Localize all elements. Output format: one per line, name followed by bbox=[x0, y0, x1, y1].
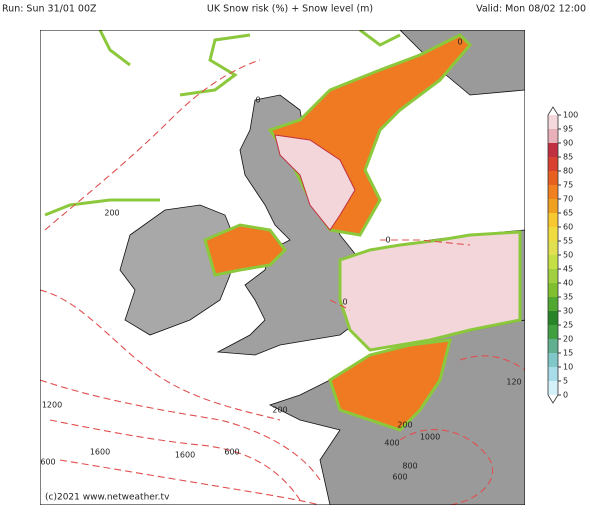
tick-label: 100 bbox=[563, 111, 578, 120]
tick-label: 60 bbox=[563, 223, 573, 232]
snow-area-pink bbox=[338, 230, 522, 352]
contour-label: 600 bbox=[392, 473, 407, 482]
tick-label: 35 bbox=[563, 293, 573, 302]
contour-label: 200 bbox=[397, 421, 412, 430]
contour-line bbox=[459, 355, 525, 371]
color-swatch bbox=[548, 227, 558, 241]
tick-label: 5 bbox=[563, 377, 568, 386]
contour-label: 600 bbox=[224, 448, 239, 457]
contour-line bbox=[40, 379, 321, 481]
color-swatch bbox=[548, 199, 558, 213]
map bbox=[40, 30, 525, 505]
contour-label: 1200 bbox=[42, 401, 62, 410]
color-swatch bbox=[548, 381, 558, 395]
contour-label: 0 bbox=[255, 96, 260, 105]
tick-label: 85 bbox=[563, 153, 573, 162]
copyright: (c)2021 www.netweather.tv bbox=[45, 493, 170, 503]
tick-label: 55 bbox=[563, 237, 573, 246]
tick-label: 25 bbox=[563, 321, 573, 330]
tick-label: 50 bbox=[563, 251, 573, 260]
snow-area-green bbox=[44, 30, 401, 217]
tick-label: 30 bbox=[563, 307, 573, 316]
color-swatch bbox=[548, 367, 558, 381]
color-swatch bbox=[548, 353, 558, 367]
contour-label: 120 bbox=[506, 378, 521, 387]
contour-label: 600 bbox=[40, 458, 55, 467]
contour-label: 0 bbox=[457, 38, 462, 47]
colorbar: 0 5 10 15 20 25 30 35 40 45 50 55 60 65 70 75 80 85 90 95 10… bbox=[547, 106, 578, 404]
color-swatch bbox=[548, 157, 558, 171]
tick-label: 95 bbox=[563, 125, 573, 134]
contour-label: 1600 bbox=[175, 451, 195, 460]
contour-line bbox=[49, 419, 301, 501]
contour-line bbox=[44, 59, 261, 231]
tick-label: 65 bbox=[563, 209, 573, 218]
tick-label: 40 bbox=[563, 279, 573, 288]
contour-label: 200 bbox=[272, 406, 287, 415]
contour-line bbox=[399, 429, 494, 505]
tick-label: 15 bbox=[563, 349, 573, 358]
color-swatch bbox=[548, 297, 558, 311]
color-swatch bbox=[548, 269, 558, 283]
color-swatch bbox=[548, 283, 558, 297]
run-label: Run: Sun 31/01 00Z bbox=[2, 4, 97, 15]
contour-label: 0 bbox=[385, 236, 390, 245]
tick-label: 45 bbox=[563, 265, 573, 274]
tick-label: 0 bbox=[563, 391, 568, 400]
color-swatch bbox=[548, 171, 558, 185]
contour-line bbox=[40, 289, 281, 421]
tick-label: 70 bbox=[563, 195, 573, 204]
contour-labels: 0 0 0 0 200 200 200 1200 1600 1600 600 600 400 1000 80… bbox=[40, 38, 521, 482]
ireland bbox=[119, 204, 236, 336]
contour-label: 1000 bbox=[420, 433, 440, 442]
tick-label: 20 bbox=[563, 335, 573, 344]
tick-label: 10 bbox=[563, 363, 573, 372]
color-swatch bbox=[548, 115, 558, 129]
contour-label: 1600 bbox=[90, 448, 110, 457]
color-swatch bbox=[548, 311, 558, 325]
contour-line bbox=[59, 459, 321, 505]
valid-label: Valid: Mon 08/02 12:00 bbox=[476, 4, 586, 15]
color-swatch bbox=[548, 339, 558, 353]
color-swatch bbox=[548, 241, 558, 255]
contour-label: 0 bbox=[342, 298, 347, 307]
color-swatch bbox=[548, 185, 558, 199]
snow-area-orange bbox=[328, 338, 452, 432]
color-swatch bbox=[548, 213, 558, 227]
snow-area-pink bbox=[274, 134, 356, 231]
color-swatch bbox=[548, 255, 558, 269]
norway bbox=[399, 30, 525, 96]
snow-area-orange bbox=[203, 223, 287, 277]
tick-label: 75 bbox=[563, 181, 573, 190]
contour-label: 200 bbox=[104, 209, 119, 218]
tick-label: 90 bbox=[563, 139, 573, 148]
contour-label: 800 bbox=[402, 462, 417, 471]
contour-line bbox=[329, 239, 471, 311]
color-swatch bbox=[548, 325, 558, 339]
map-title: UK Snow risk (%) + Snow level (m) bbox=[207, 4, 373, 15]
tick-label: 80 bbox=[563, 167, 573, 176]
color-swatch bbox=[548, 143, 558, 157]
contour-label: 400 bbox=[384, 439, 399, 448]
color-swatch bbox=[548, 129, 558, 143]
